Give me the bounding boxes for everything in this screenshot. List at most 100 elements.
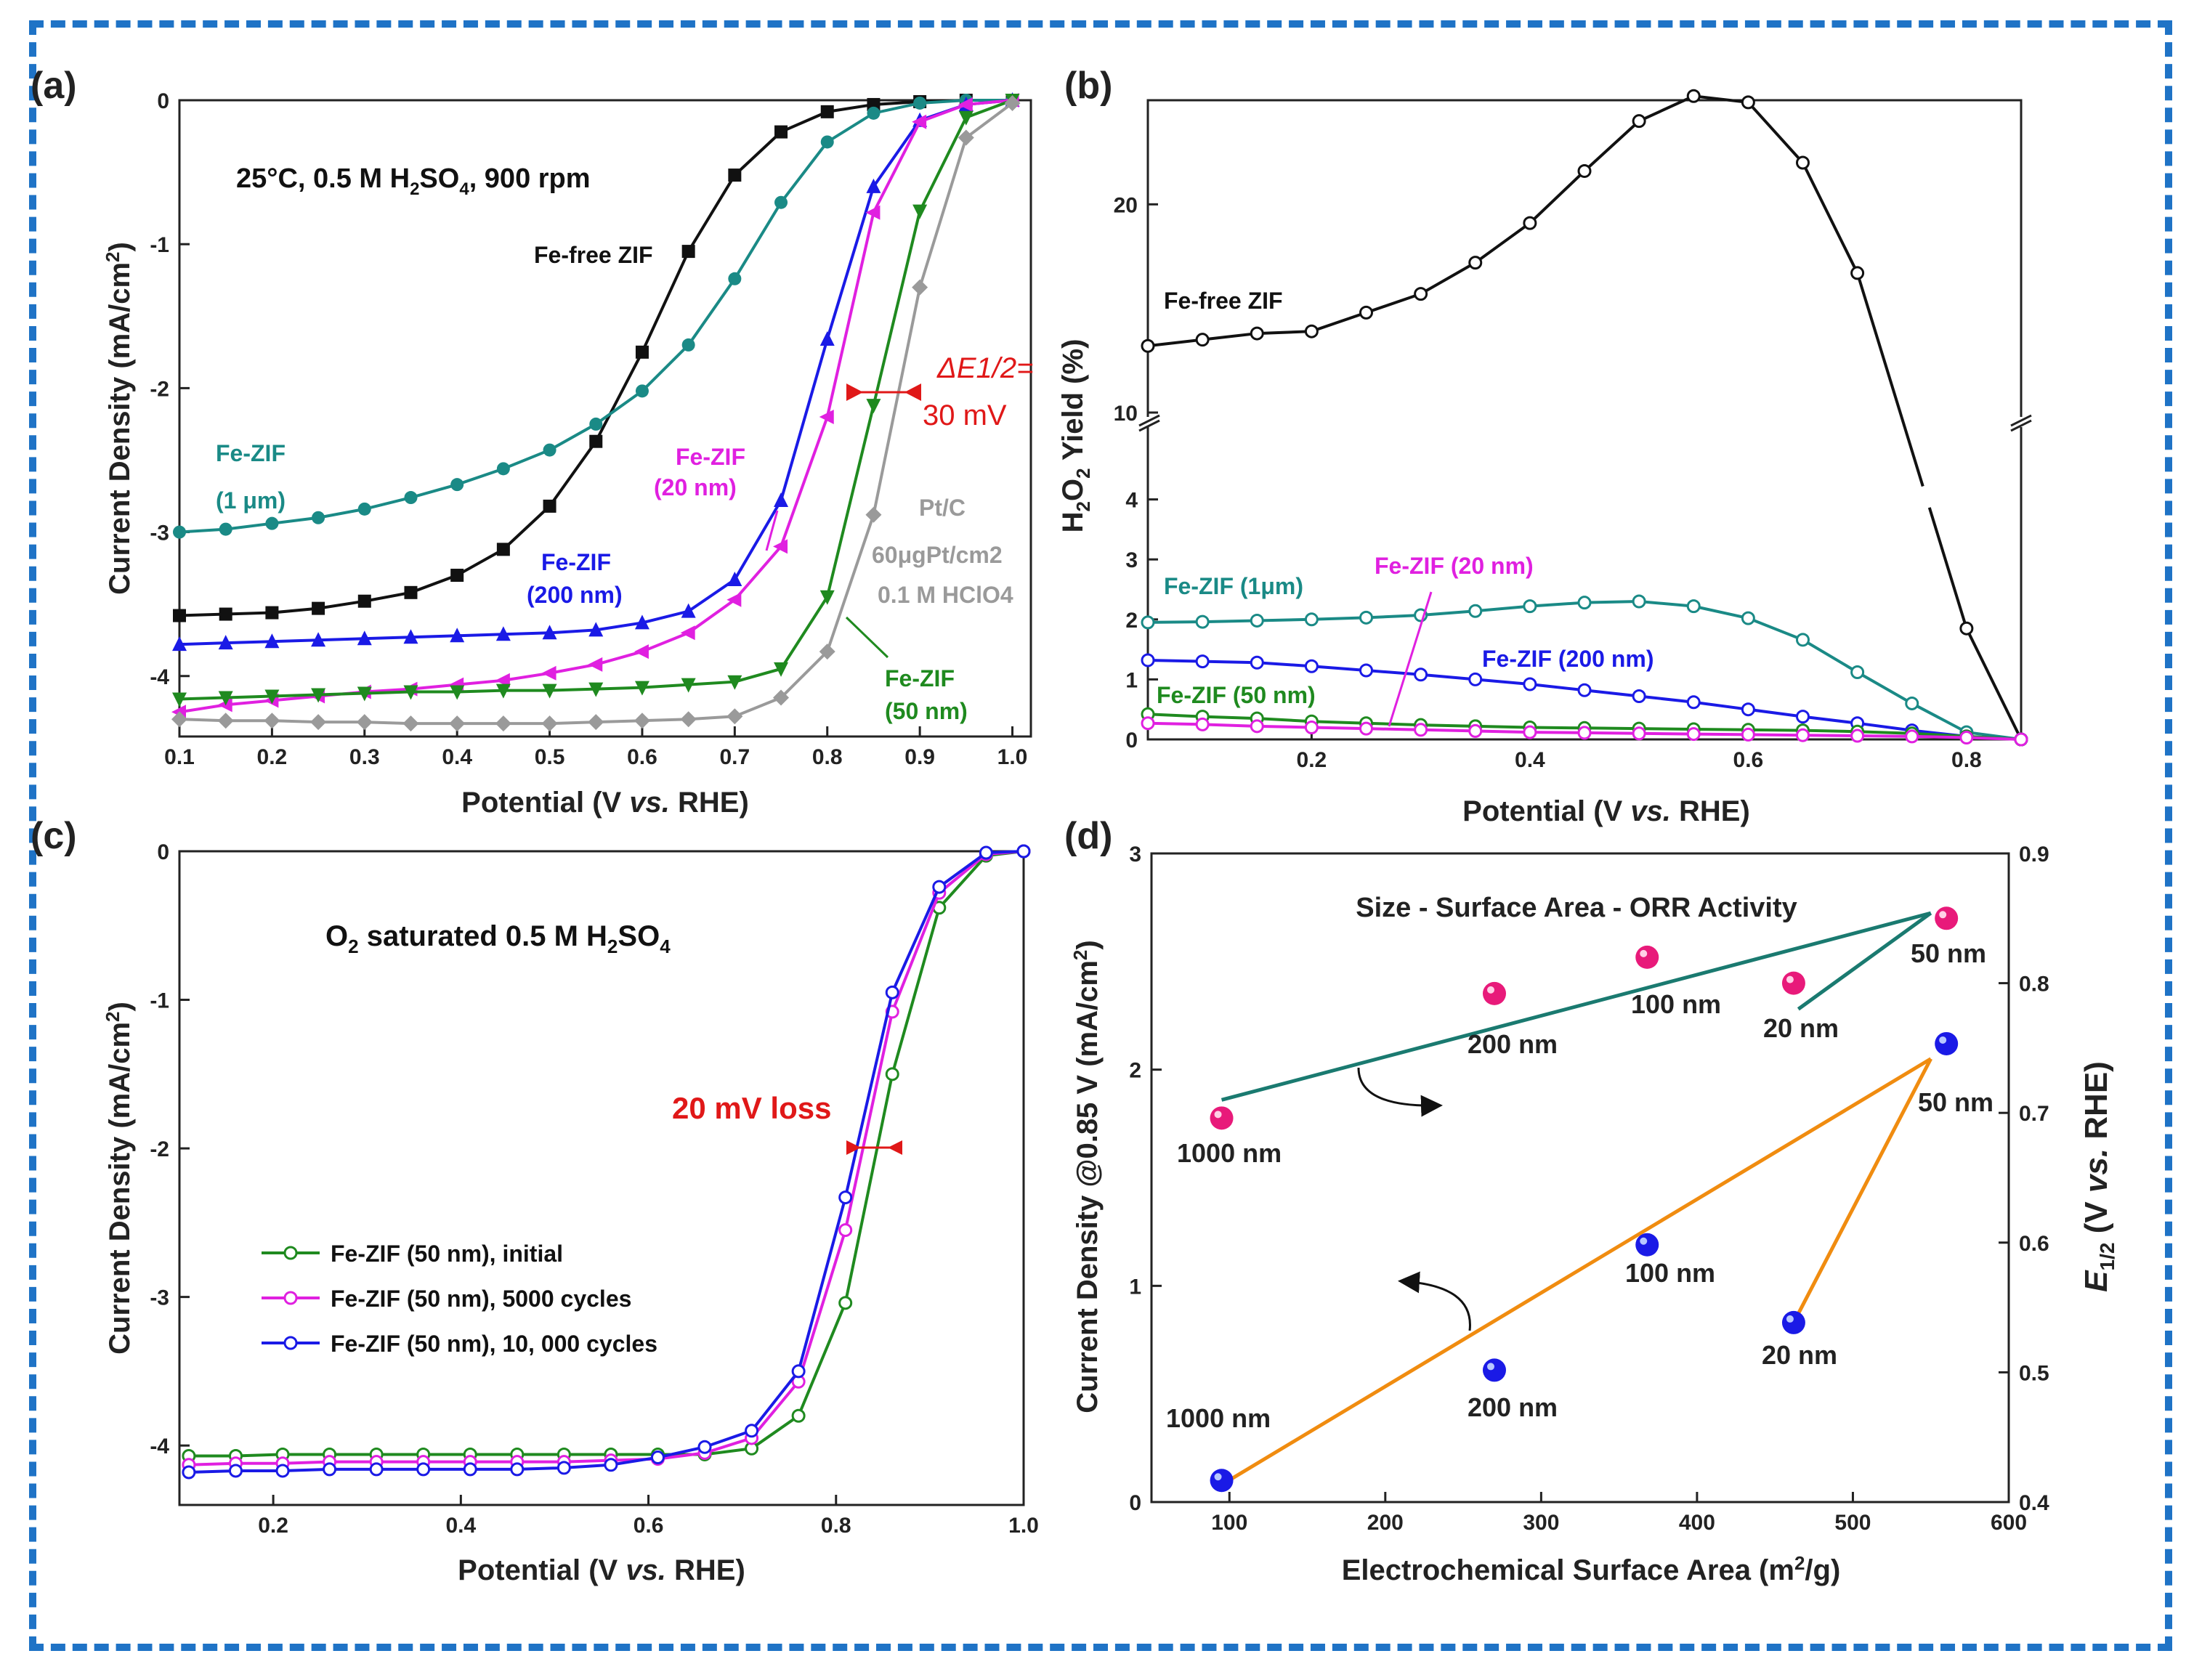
b-point — [1632, 689, 1646, 704]
a-point — [774, 195, 788, 209]
a-point — [264, 689, 280, 705]
d-j-point-label: 200 nm — [1468, 1392, 1558, 1422]
a-point — [541, 715, 558, 732]
c-legend-marker — [283, 1291, 298, 1305]
d-xtick-label: 200 — [1367, 1511, 1404, 1535]
d-j-point — [1781, 1310, 1805, 1334]
c-point — [323, 1462, 337, 1477]
a-point — [912, 114, 927, 129]
d-xtick-label: 100 — [1211, 1511, 1247, 1535]
c-point — [885, 985, 899, 999]
b-point — [1796, 155, 1810, 170]
a-point — [357, 502, 371, 516]
panel-d-ylabel-right: E1/2 (V vs. RHE) — [2078, 1061, 2118, 1292]
panel-b: (b) 0.2 0.4 0.6 0.8 0 1 2 3 4 10 20 Potential (V v… — [1057, 65, 2032, 827]
a-point — [219, 522, 232, 536]
a-20nm-pointer — [765, 510, 779, 551]
c-point — [275, 1464, 290, 1478]
b-point — [1686, 695, 1701, 710]
a-point — [403, 685, 418, 700]
a-point — [820, 135, 834, 149]
a-point — [773, 689, 790, 706]
d-e12-point — [1635, 945, 1659, 969]
loss-arrow-right — [888, 1140, 902, 1155]
a-point — [218, 635, 233, 650]
d-e12-point — [1210, 1106, 1234, 1130]
b-point — [1577, 683, 1592, 697]
d-xtick-label: 300 — [1523, 1511, 1559, 1535]
b-point — [1250, 719, 1264, 734]
a-point — [173, 609, 186, 622]
a-point — [588, 682, 604, 697]
c-legend-label: Fe-ZIF (50 nm), 10, 000 cycles — [331, 1331, 657, 1357]
d-j-point-label: 100 nm — [1625, 1258, 1715, 1288]
panel-d-xlabel: Electrochemical Surface Area (m2/g) — [1342, 1552, 1841, 1586]
b-axis-break-left-1 — [1138, 414, 1160, 427]
d-xtick-label: 400 — [1679, 1511, 1715, 1535]
a-point — [588, 622, 604, 637]
c-point — [791, 1408, 806, 1423]
a-point — [773, 539, 788, 554]
panel-b-label: (b) — [1064, 65, 1112, 107]
panel-c-plot-area — [178, 850, 1025, 1506]
b-point — [1686, 89, 1701, 103]
b-point — [1850, 665, 1865, 679]
b-point — [1359, 721, 1373, 736]
c-xtick-label: 1.0 — [1008, 1514, 1039, 1538]
a-point — [865, 205, 881, 220]
d-e12-point — [1781, 971, 1805, 995]
b-point — [1359, 610, 1373, 625]
a-series-label: Fe-ZIF — [541, 549, 611, 575]
d-j-point-label: 20 nm — [1762, 1340, 1837, 1370]
b-series-line — [1147, 94, 1859, 348]
d-e12-point — [1935, 906, 1959, 930]
b-series-label: Fe-ZIF (20 nm) — [1375, 553, 1534, 579]
a-point — [171, 711, 187, 728]
c-legend-marker — [283, 1336, 298, 1350]
b-point — [1468, 672, 1483, 686]
d-j-point — [1635, 1233, 1659, 1257]
b-point — [1741, 702, 1755, 717]
d-j-point — [1935, 1031, 1959, 1055]
a-point — [404, 585, 418, 599]
b-point — [1523, 216, 1537, 230]
a-series-label: 60μgPt/cm2 — [872, 542, 1003, 568]
b-point — [1304, 612, 1319, 627]
b-point — [1632, 114, 1646, 129]
a-point — [726, 708, 743, 725]
a-point — [217, 697, 232, 713]
d-right-ytick-label: 0.5 — [2019, 1361, 2049, 1385]
panel-b-xlabel: Potential (V vs. RHE) — [1462, 795, 1750, 827]
c-point — [228, 1464, 243, 1478]
b-point — [1359, 305, 1373, 320]
a-point — [450, 569, 464, 583]
b-point — [1796, 728, 1810, 742]
b-point — [1959, 621, 1974, 636]
a-xtick-label: 0.3 — [349, 745, 380, 769]
a-point — [219, 607, 232, 621]
b-point — [1741, 611, 1755, 625]
c-point — [182, 1465, 196, 1480]
a-point — [310, 714, 327, 731]
b-ytick-label: 20 — [1114, 193, 1138, 217]
a-point — [865, 506, 882, 523]
c-point — [463, 1462, 477, 1477]
c-ytick-label: -3 — [150, 1286, 169, 1310]
a-ytick-label: -4 — [150, 665, 169, 689]
a-point — [727, 675, 742, 690]
c-xtick-label: 0.6 — [634, 1514, 664, 1538]
a-point — [356, 714, 373, 731]
a-point — [495, 715, 511, 732]
a-point — [867, 106, 881, 120]
b-point — [1250, 655, 1264, 670]
a-point — [495, 626, 511, 641]
b-point — [1304, 720, 1319, 734]
b-point — [1141, 338, 1155, 353]
panel-d: (d) 100 200 300 400 500 600 0 1 2 3 0.4 0.5 0.6 0.7 0.… — [1064, 815, 2118, 1586]
b-point — [1304, 324, 1319, 338]
b-point — [1632, 726, 1646, 741]
d-xtick-label: 600 — [1991, 1511, 2027, 1535]
panel-d-ylabel-left: Current Density @0.85 V (mA/cm2) — [1069, 940, 1104, 1413]
a-point — [774, 492, 789, 507]
a-point — [403, 629, 418, 644]
